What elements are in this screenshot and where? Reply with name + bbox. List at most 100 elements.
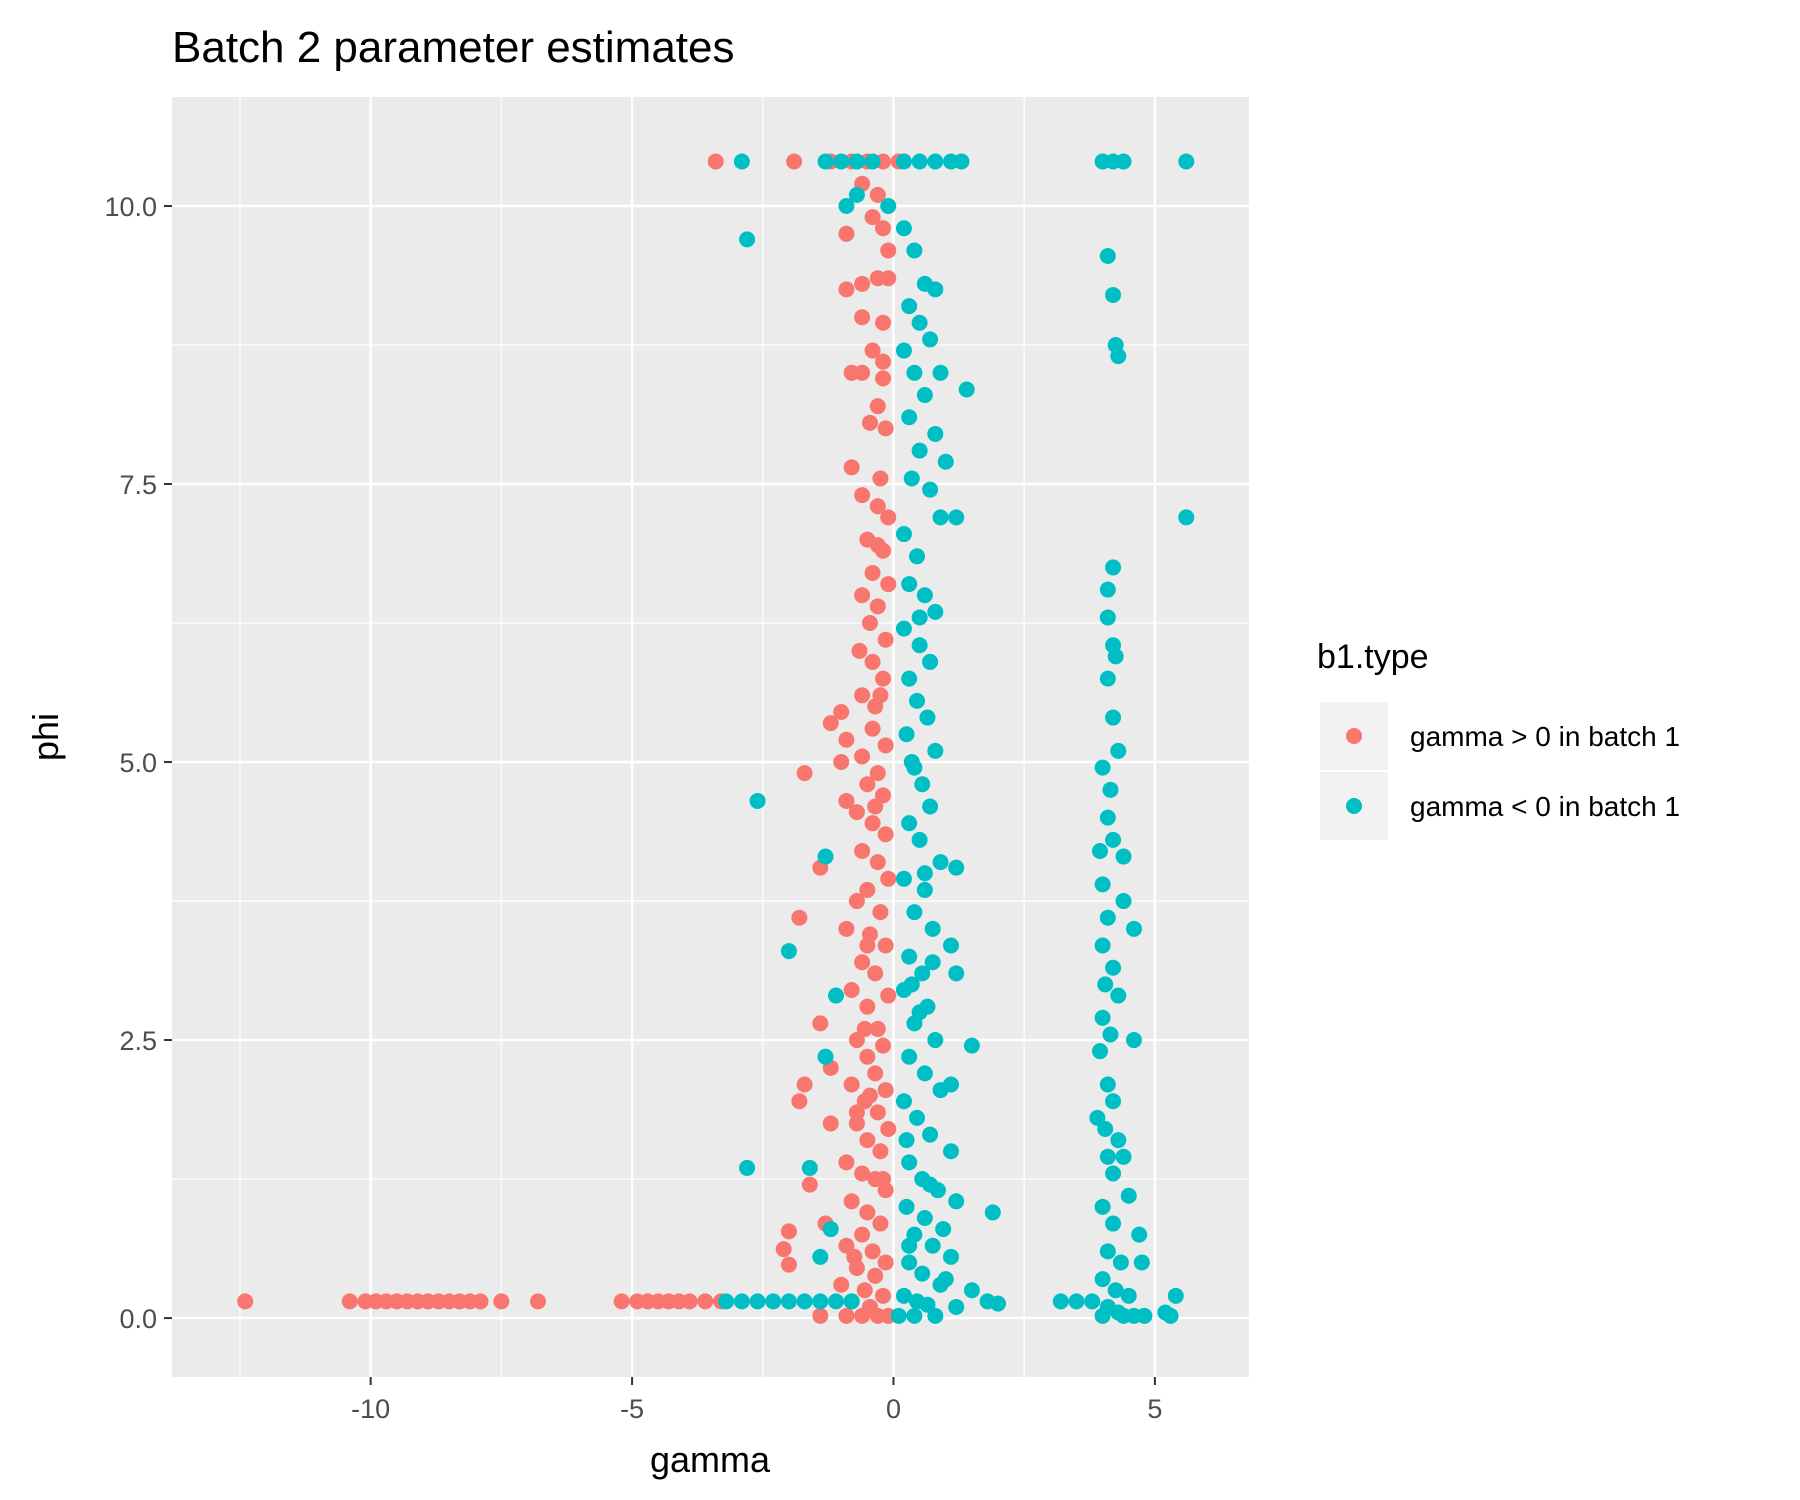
point-gamma-positive: [872, 904, 889, 921]
point-gamma-negative: [822, 1221, 839, 1238]
point-gamma-positive: [869, 537, 886, 554]
point-gamma-negative: [903, 470, 920, 487]
point-gamma-negative: [909, 1109, 926, 1126]
point-gamma-negative: [749, 792, 766, 809]
point-gamma-negative: [948, 1298, 965, 1315]
point-gamma-positive: [869, 854, 886, 871]
point-gamma-negative: [948, 1193, 965, 1210]
point-gamma-positive: [861, 615, 878, 632]
point-gamma-negative: [916, 387, 933, 404]
point-gamma-positive: [877, 1254, 894, 1271]
point-gamma-positive: [838, 920, 855, 937]
y-tick-label: 10.0: [104, 192, 157, 222]
point-gamma-positive: [864, 342, 881, 359]
point-gamma-negative: [1133, 1254, 1150, 1271]
point-gamma-positive: [859, 1204, 876, 1221]
point-gamma-negative: [733, 1293, 750, 1310]
point-gamma-negative: [833, 153, 850, 170]
point-gamma-negative: [1125, 920, 1142, 937]
point-gamma-negative: [958, 381, 975, 398]
legend-key-point: [1346, 728, 1362, 744]
point-gamma-positive: [869, 186, 886, 203]
point-gamma-negative: [1105, 1165, 1122, 1182]
point-gamma-positive: [854, 1165, 871, 1182]
point-gamma-negative: [911, 442, 928, 459]
point-gamma-negative: [953, 153, 970, 170]
point-gamma-positive: [775, 1241, 792, 1258]
y-axis: 0.0 2.5 5.0 7.5 10.0: [104, 192, 172, 1334]
point-gamma-positive: [854, 487, 871, 504]
point-gamma-negative: [827, 987, 844, 1004]
point-gamma-positive: [867, 1065, 884, 1082]
point-gamma-positive: [859, 998, 876, 1015]
point-gamma-negative: [812, 1248, 829, 1265]
point-gamma-negative: [909, 1293, 926, 1310]
point-gamma-negative: [1099, 670, 1116, 687]
point-gamma-positive: [869, 1020, 886, 1037]
point-gamma-negative: [1178, 153, 1195, 170]
point-gamma-negative: [1094, 937, 1111, 954]
point-gamma-negative: [898, 726, 915, 743]
plot-panel: [172, 97, 1249, 1377]
point-gamma-positive: [875, 370, 892, 387]
point-gamma-positive: [472, 1293, 489, 1310]
point-gamma-positive: [843, 1076, 860, 1093]
point-gamma-negative: [895, 220, 912, 237]
point-gamma-negative: [1068, 1293, 1085, 1310]
major-gridlines: [172, 97, 1249, 1377]
point-gamma-positive: [859, 1048, 876, 1065]
point-gamma-positive: [237, 1293, 254, 1310]
point-gamma-negative: [1105, 709, 1122, 726]
point-gamma-negative: [1136, 1307, 1153, 1324]
point-gamma-negative: [1102, 1026, 1119, 1043]
legend-key-point: [1346, 798, 1362, 814]
point-gamma-positive: [875, 1287, 892, 1304]
point-gamma-negative: [880, 197, 897, 214]
point-gamma-positive: [859, 1132, 876, 1149]
point-gamma-negative: [864, 153, 881, 170]
point-gamma-positive: [812, 1307, 829, 1324]
point-gamma-negative: [963, 1037, 980, 1054]
point-gamma-negative: [901, 1237, 918, 1254]
point-gamma-negative: [890, 1307, 907, 1324]
point-gamma-negative: [1094, 759, 1111, 776]
x-tick-label: 5: [1147, 1394, 1162, 1424]
point-gamma-negative: [895, 526, 912, 543]
point-gamma-negative: [749, 1293, 766, 1310]
point-gamma-positive: [859, 937, 876, 954]
point-gamma-positive: [869, 765, 886, 782]
point-gamma-negative: [906, 1307, 923, 1324]
point-gamma-positive: [880, 987, 897, 1004]
point-gamma-negative: [1102, 781, 1119, 798]
point-gamma-positive: [838, 1307, 855, 1324]
point-gamma-positive: [880, 242, 897, 259]
point-gamma-positive: [801, 1176, 818, 1193]
y-tick-label: 2.5: [119, 1026, 157, 1056]
point-gamma-positive: [869, 398, 886, 415]
point-gamma-negative: [895, 870, 912, 887]
x-tick-label: -10: [351, 1394, 390, 1424]
point-gamma-positive: [854, 364, 871, 381]
y-tick-label: 7.5: [119, 470, 157, 500]
point-gamma-positive: [833, 703, 850, 720]
point-gamma-positive: [854, 687, 871, 704]
point-gamma-negative: [901, 948, 918, 965]
point-gamma-positive: [697, 1293, 714, 1310]
point-gamma-negative: [1107, 648, 1124, 665]
point-gamma-positive: [838, 281, 855, 298]
point-gamma-negative: [1105, 831, 1122, 848]
point-gamma-negative: [914, 776, 931, 793]
point-gamma-negative: [1094, 1009, 1111, 1026]
point-gamma-positive: [780, 1256, 797, 1273]
point-gamma-negative: [932, 854, 949, 871]
point-gamma-positive: [859, 881, 876, 898]
point-gamma-negative: [895, 1093, 912, 1110]
point-gamma-positive: [856, 1282, 873, 1299]
point-gamma-negative: [924, 920, 941, 937]
point-gamma-negative: [780, 1293, 797, 1310]
point-gamma-positive: [864, 1243, 881, 1260]
point-gamma-positive: [838, 225, 855, 242]
point-gamma-positive: [822, 1115, 839, 1132]
point-gamma-negative: [718, 1293, 735, 1310]
